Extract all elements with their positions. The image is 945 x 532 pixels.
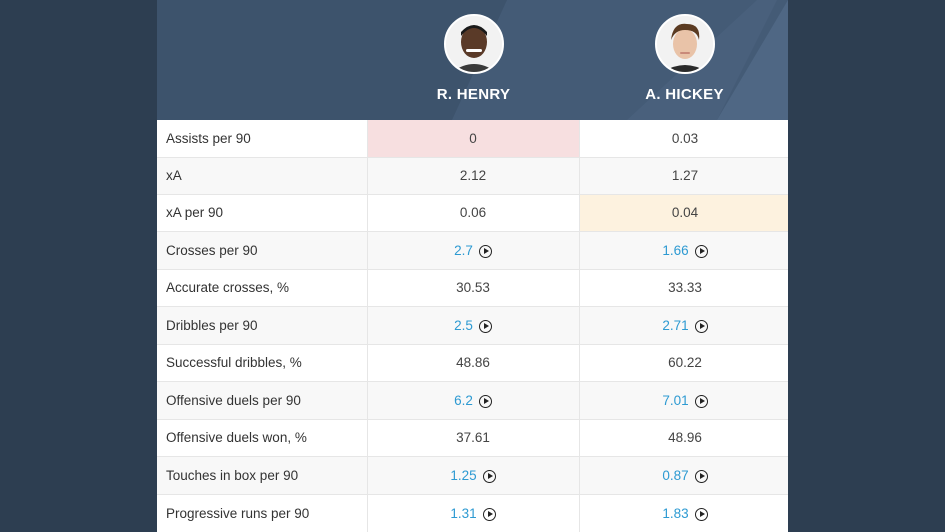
stat-label: Successful dribbles, % [157,344,368,382]
stat-label: Crosses per 90 [157,231,368,270]
stat-value-player-2[interactable]: 2.71 [579,306,788,345]
stat-value-link[interactable]: 0.87 [662,467,689,483]
stat-value-player-1: 0.06 [367,194,580,232]
stat-value-player-2: 48.96 [579,419,788,457]
stat-value-link[interactable]: 1.25 [450,467,477,483]
stat-label: Touches in box per 90 [157,456,368,495]
stat-value-text: 0.03 [671,130,699,146]
stat-row: xA 2.12 1.27 [157,157,788,195]
play-video-icon[interactable] [482,507,496,521]
player-name-henry: R. HENRY [436,86,511,103]
stat-row: Crosses per 90 2.7 1.66 [157,231,788,270]
stat-value-link[interactable]: 2.71 [662,317,689,333]
stat-row: xA per 90 0.06 0.04 [157,194,788,232]
stat-value-text: 33.33 [668,280,702,295]
stats-table: Assists per 90 0 0.03 xA 2.12 1.27 xA per 90 0.… [157,120,788,532]
stat-value-player-1[interactable]: 2.5 [367,306,580,345]
stat-row: Progressive runs per 90 1.31 1.83 [157,494,788,532]
stat-value-player-1[interactable]: 6.2 [367,381,580,420]
player-column-hickey: A. HICKEY [579,14,788,103]
stat-value-link[interactable]: 1.83 [662,505,689,521]
player-photo-icon [656,16,713,72]
stat-label: Accurate crosses, % [157,269,368,307]
stat-value-text: 37.61 [456,430,490,445]
stat-value-player-1: 48.86 [367,344,580,382]
stat-value-player-2: 1.27 [579,157,788,195]
stat-value-link[interactable]: 1.31 [450,505,477,521]
stat-value-link[interactable]: 1.66 [662,242,689,258]
stat-value-player-2: 33.33 [579,269,788,307]
play-video-icon[interactable] [694,507,708,521]
stat-value-player-2: 0.03 [579,120,788,158]
stat-value-text: 48.86 [456,355,490,370]
stat-value-text: 48.96 [668,430,702,445]
stat-value-link[interactable]: 2.7 [454,242,473,258]
stat-row: Offensive duels per 90 6.2 7.01 [157,381,788,420]
stat-value-text: 0.06 [459,205,487,220]
player-avatar-hickey[interactable] [654,14,715,74]
play-video-icon[interactable] [694,319,708,333]
stat-value-player-2: 60.22 [579,344,788,382]
stat-label: xA per 90 [157,194,368,232]
player-column-henry: R. HENRY [368,14,579,103]
stat-value-text: 60.22 [668,355,702,370]
stat-row: Dribbles per 90 2.5 2.71 [157,306,788,345]
stat-label: xA [157,157,368,195]
stat-value-player-2[interactable]: 1.83 [579,494,788,532]
play-video-icon[interactable] [694,244,708,258]
player-avatar-henry[interactable] [443,14,504,74]
stat-value-player-1: 37.61 [367,419,580,457]
stat-value-text: 2.12 [459,168,487,183]
stat-value-text: 1.27 [671,168,699,183]
stat-value-player-1: 0 [367,120,580,158]
stat-value-player-1: 30.53 [367,269,580,307]
stat-value-player-2: 0.04 [579,194,788,232]
stat-label: Offensive duels per 90 [157,381,368,420]
stat-label: Progressive runs per 90 [157,494,368,532]
stat-value-text: 0.04 [671,205,699,220]
stat-value-player-1[interactable]: 2.7 [367,231,580,270]
player-photo-icon [445,16,502,72]
stat-row: Offensive duels won, % 37.61 48.96 [157,419,788,457]
play-video-icon[interactable] [478,394,492,408]
stat-value-player-1[interactable]: 1.31 [367,494,580,532]
stat-value-link[interactable]: 7.01 [662,392,689,408]
stat-value-player-1: 2.12 [367,157,580,195]
play-video-icon[interactable] [478,244,492,258]
stat-row: Successful dribbles, % 48.86 60.22 [157,344,788,382]
stat-row: Assists per 90 0 0.03 [157,120,788,158]
player-name-hickey: A. HICKEY [645,86,724,103]
stat-label: Dribbles per 90 [157,306,368,345]
stat-value-player-2[interactable]: 1.66 [579,231,788,270]
stat-value-link[interactable]: 6.2 [454,392,473,408]
stat-value-text: 0 [469,130,477,146]
stat-value-player-2[interactable]: 7.01 [579,381,788,420]
play-video-icon[interactable] [482,469,496,483]
stat-label: Assists per 90 [157,120,368,158]
stat-value-player-1[interactable]: 1.25 [367,456,580,495]
stat-row: Touches in box per 90 1.25 0.87 [157,456,788,495]
play-video-icon[interactable] [694,469,708,483]
stat-row: Accurate crosses, % 30.53 33.33 [157,269,788,307]
players-header: R. HENRY A. HICKEY [157,0,788,120]
play-video-icon[interactable] [694,394,708,408]
stat-value-link[interactable]: 2.5 [454,317,473,333]
stat-value-text: 30.53 [456,280,490,295]
play-video-icon[interactable] [478,319,492,333]
stat-label: Offensive duels won, % [157,419,368,457]
comparison-panel: R. HENRY A. HICKEY Assists per 90 0 0.03 xA… [157,0,788,532]
stat-value-player-2[interactable]: 0.87 [579,456,788,495]
